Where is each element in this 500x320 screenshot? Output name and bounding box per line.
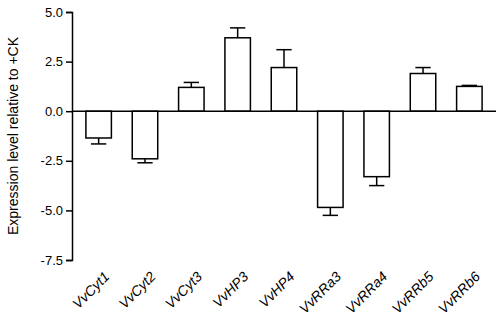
error-bar-cap bbox=[323, 215, 338, 217]
error-bar-stem bbox=[237, 28, 239, 38]
chart: -7.5-5.0-2.50.02.55.0VvCyt1VvCyt2VvCyt3V… bbox=[0, 0, 500, 320]
error-bar-stem bbox=[376, 177, 378, 186]
error-bar-cap bbox=[369, 185, 384, 187]
bar bbox=[410, 74, 435, 112]
y-tick-mark bbox=[66, 12, 72, 14]
y-tick-label: -2.5 bbox=[41, 153, 63, 168]
x-tick: VvHP3 bbox=[209, 268, 251, 310]
y-tick-mark bbox=[66, 260, 72, 262]
bar bbox=[318, 111, 343, 207]
x-tick-label: VvRRa3 bbox=[296, 268, 344, 316]
x-tick-label: VvRRa4 bbox=[342, 268, 390, 316]
error-bar-cap bbox=[276, 49, 291, 51]
y-axis-line bbox=[66, 13, 73, 261]
error-bar bbox=[323, 207, 338, 215]
error-bar bbox=[369, 177, 384, 186]
y-tick: 2.5 bbox=[45, 54, 72, 69]
x-tick: VvRRb6 bbox=[435, 268, 483, 316]
marks bbox=[86, 28, 482, 215]
x-tick-label: VvCyt2 bbox=[115, 268, 158, 311]
y-axis: -7.5 -5.0 -2.5 0.0 2.5 5.0 bbox=[41, 5, 73, 268]
x-tick: VvCyt3 bbox=[162, 268, 205, 311]
y-tick-label: -7.5 bbox=[41, 253, 63, 268]
y-tick-label: -5.0 bbox=[41, 203, 63, 218]
error-bar bbox=[276, 50, 291, 68]
y-tick: 5.0 bbox=[45, 5, 72, 20]
y-tick-mark bbox=[66, 111, 72, 113]
y-tick-mark bbox=[66, 161, 72, 163]
bar bbox=[271, 68, 296, 112]
error-bar bbox=[230, 28, 245, 38]
x-tick-label: VvCyt1 bbox=[69, 268, 112, 311]
error-bar-stem bbox=[98, 138, 100, 144]
error-bar-stem bbox=[330, 207, 332, 215]
error-bar-cap bbox=[230, 27, 245, 29]
y-tick-label: 5.0 bbox=[45, 5, 63, 20]
plot: -7.5-5.0-2.50.02.55.0VvCyt1VvCyt2VvCyt3V… bbox=[41, 5, 496, 317]
y-tick: -2.5 bbox=[41, 153, 72, 168]
error-bar-cap bbox=[184, 82, 199, 84]
x-tick-label: VvHP4 bbox=[256, 268, 298, 310]
x-tick: VvCyt2 bbox=[115, 268, 158, 311]
bar bbox=[86, 111, 111, 138]
bar bbox=[225, 38, 250, 111]
y-axis-title: Expression level relative to +CK bbox=[5, 36, 21, 235]
bar bbox=[132, 111, 157, 159]
x-tick-label: VvHP3 bbox=[209, 268, 251, 310]
error-bar-cap bbox=[91, 143, 106, 145]
bar bbox=[179, 87, 204, 111]
error-bar bbox=[184, 82, 199, 87]
error-bar-stem bbox=[422, 68, 424, 74]
error-bar bbox=[415, 68, 430, 74]
x-tick: VvCyt1 bbox=[69, 268, 112, 311]
x-tick-label: VvCyt3 bbox=[162, 268, 205, 311]
bar bbox=[457, 86, 482, 111]
error-bar-cap bbox=[462, 85, 477, 87]
error-bar-cap bbox=[415, 67, 430, 69]
y-tick-mark bbox=[66, 210, 72, 212]
y-tick-mark bbox=[66, 61, 72, 63]
error-bar bbox=[462, 85, 477, 87]
x-tick: VvRRa3 bbox=[296, 268, 344, 316]
x-tick-label: VvRRb5 bbox=[389, 268, 437, 316]
y-tick-label: 2.5 bbox=[45, 54, 63, 69]
error-bar-stem bbox=[283, 50, 285, 68]
y-tick: -7.5 bbox=[41, 253, 72, 268]
x-tick: VvHP4 bbox=[256, 268, 298, 310]
x-tick: VvRRa4 bbox=[342, 268, 390, 316]
x-tick: VvRRb5 bbox=[389, 268, 437, 316]
error-bar bbox=[137, 159, 152, 163]
error-bar bbox=[91, 138, 106, 144]
x-tick-label: VvRRb6 bbox=[435, 268, 483, 316]
bar bbox=[364, 111, 389, 176]
y-tick: 0.0 bbox=[45, 104, 72, 119]
y-tick: -5.0 bbox=[41, 203, 72, 218]
baseline bbox=[72, 110, 496, 112]
y-tick-label: 0.0 bbox=[45, 104, 63, 119]
error-bar-cap bbox=[137, 162, 152, 164]
x-axis: VvCyt1VvCyt2VvCyt3VvHP3VvHP4VvRRa3VvRRa4… bbox=[69, 268, 483, 316]
